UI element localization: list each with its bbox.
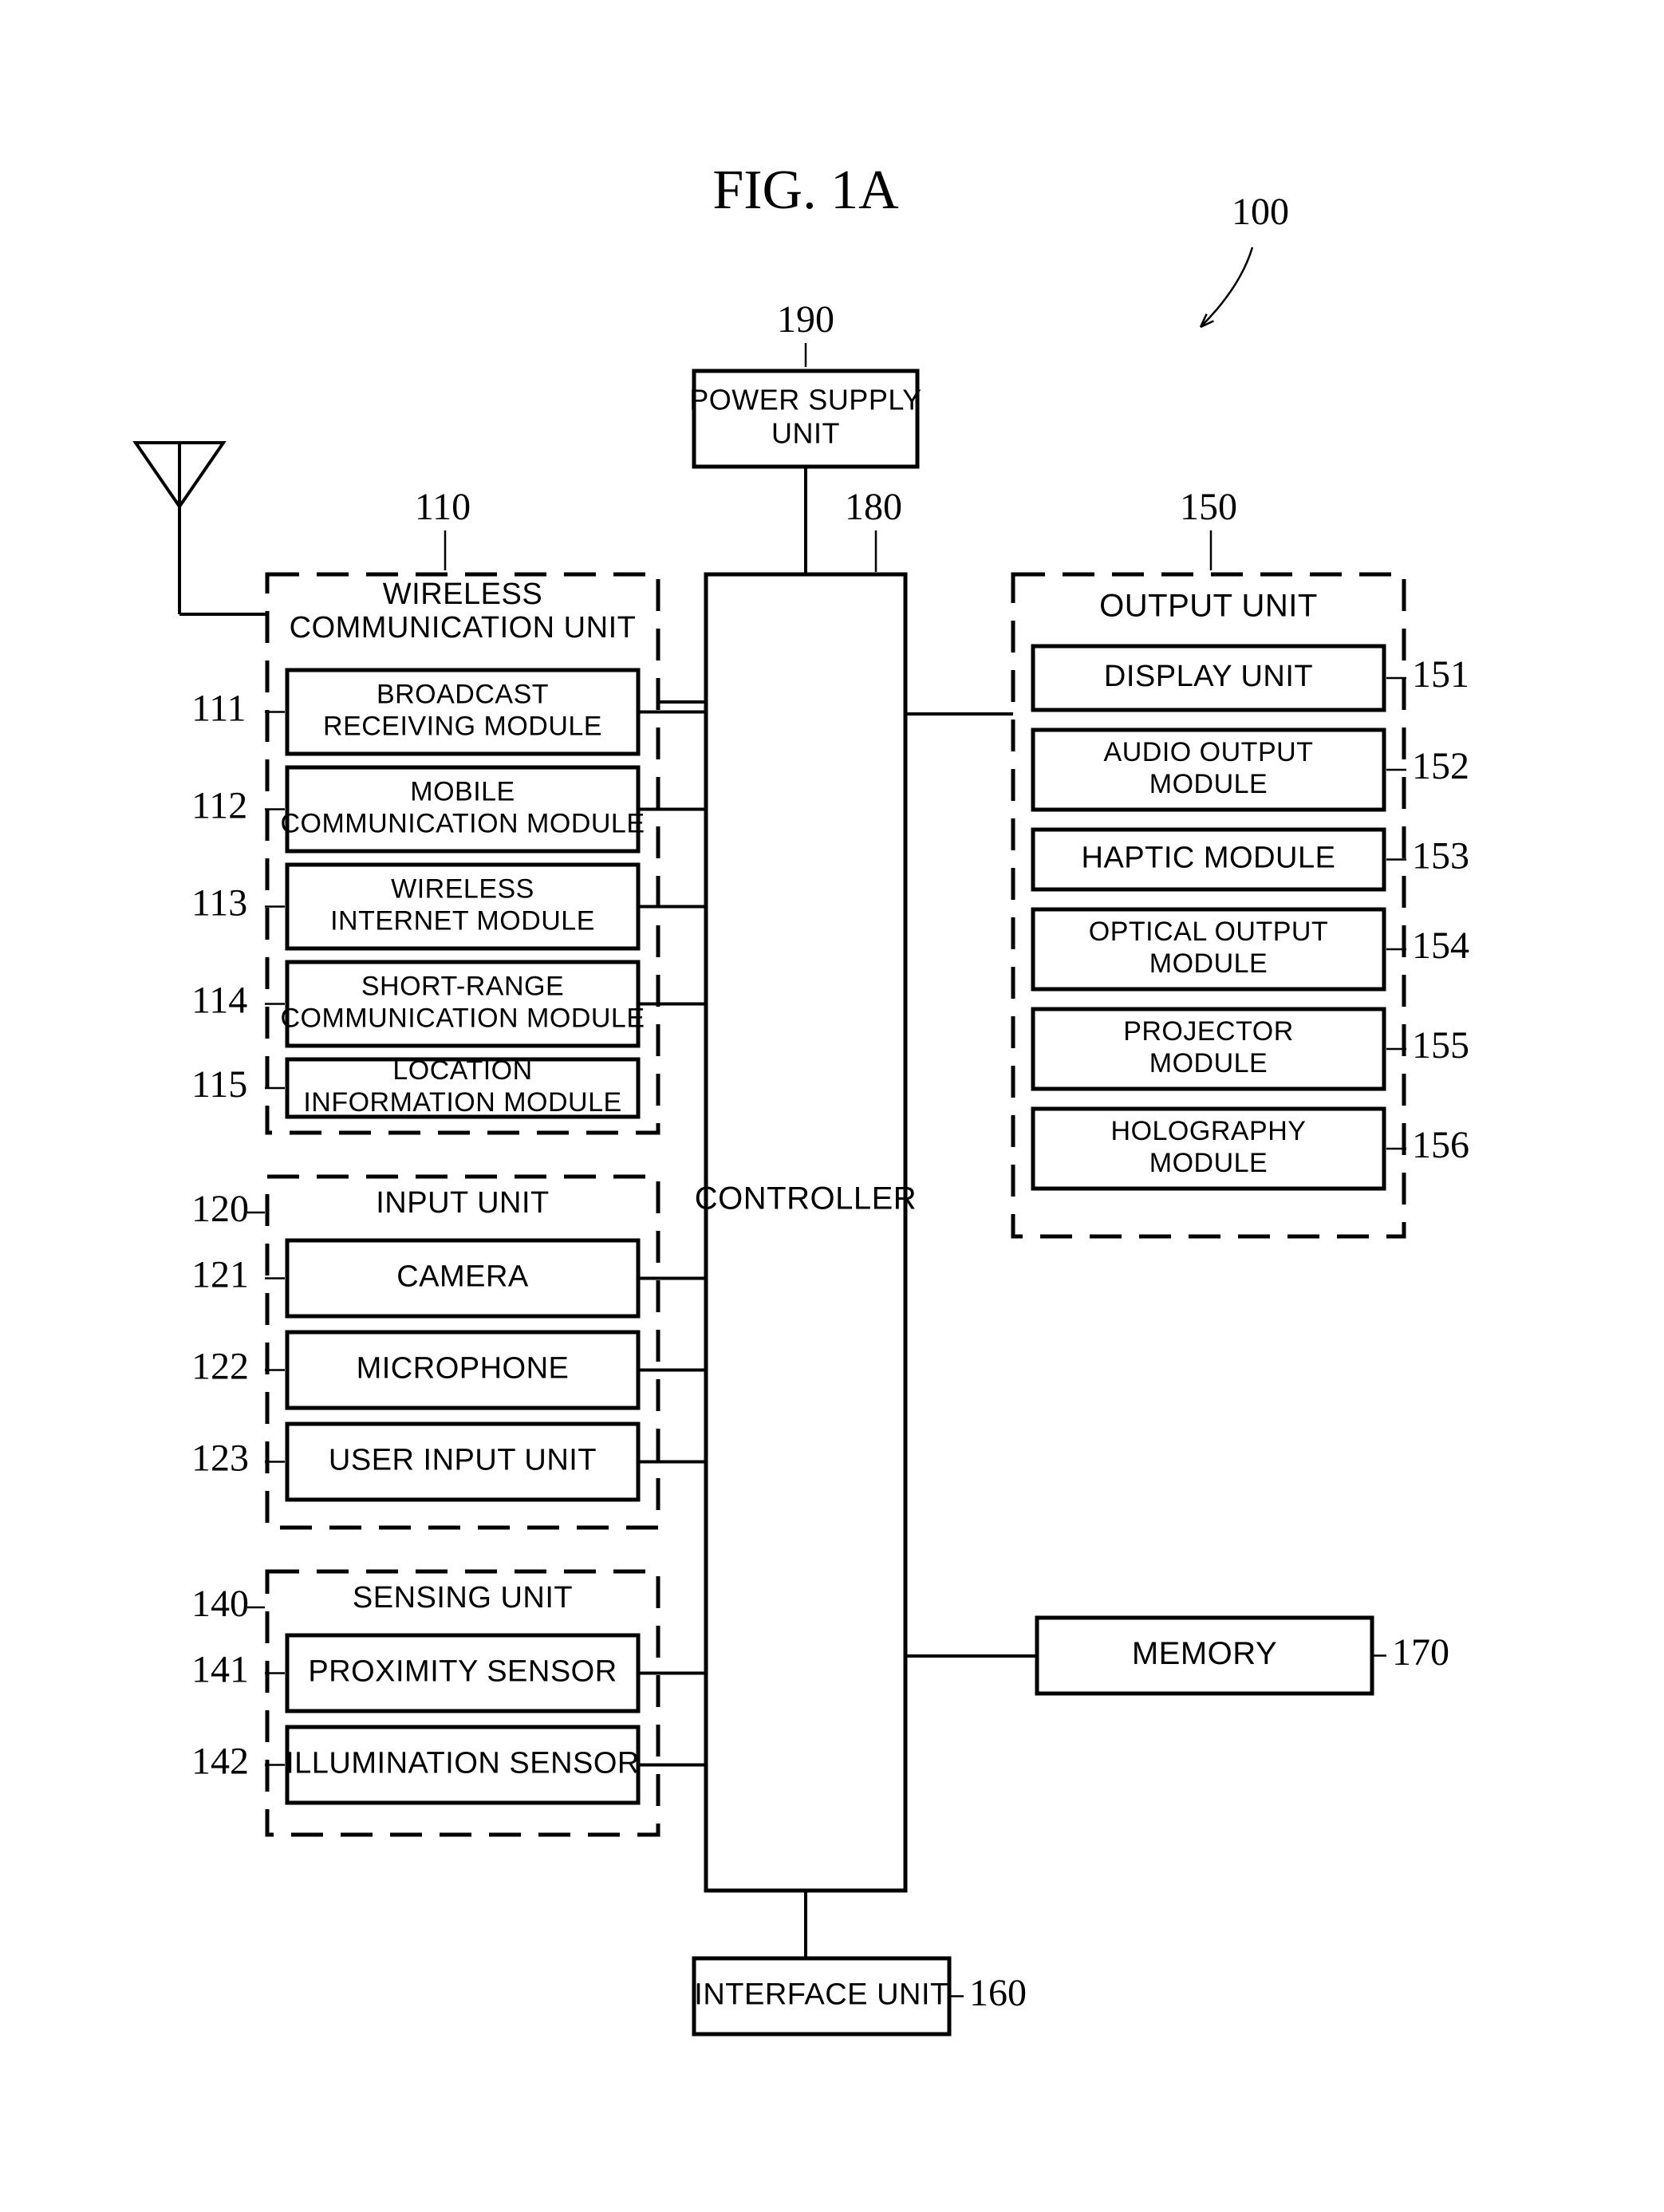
svg-text:COMMUNICATION MODULE: COMMUNICATION MODULE: [280, 808, 645, 838]
svg-text:LOCATION: LOCATION: [392, 1055, 532, 1086]
svg-text:122: 122: [191, 1346, 249, 1388]
svg-text:113: 113: [191, 882, 247, 925]
svg-text:123: 123: [191, 1437, 249, 1480]
svg-text:180: 180: [845, 486, 902, 528]
svg-text:MICROPHONE: MICROPHONE: [357, 1352, 570, 1386]
svg-text:BROADCAST: BROADCAST: [377, 679, 549, 709]
svg-text:121: 121: [191, 1254, 249, 1296]
svg-text:112: 112: [191, 785, 247, 827]
svg-text:100: 100: [1232, 191, 1289, 233]
svg-text:HOLOGRAPHY: HOLOGRAPHY: [1111, 1116, 1307, 1146]
svg-text:MODULE: MODULE: [1149, 769, 1268, 799]
svg-text:SENSING UNIT: SENSING UNIT: [353, 1581, 573, 1615]
svg-text:141: 141: [191, 1649, 249, 1691]
svg-text:142: 142: [191, 1741, 249, 1783]
svg-text:INTERFACE UNIT: INTERFACE UNIT: [694, 1978, 948, 2012]
svg-text:154: 154: [1412, 925, 1469, 967]
svg-text:INFORMATION MODULE: INFORMATION MODULE: [303, 1087, 621, 1118]
svg-text:COMMUNICATION MODULE: COMMUNICATION MODULE: [280, 1003, 645, 1033]
svg-text:ILLUMINATION SENSOR: ILLUMINATION SENSOR: [286, 1747, 640, 1780]
group-110: [267, 574, 658, 1133]
svg-text:INPUT UNIT: INPUT UNIT: [376, 1186, 550, 1220]
svg-text:POWER SUPPLY: POWER SUPPLY: [689, 384, 921, 416]
svg-text:OUTPUT UNIT: OUTPUT UNIT: [1099, 589, 1318, 624]
svg-text:110: 110: [415, 486, 471, 528]
svg-text:160: 160: [969, 1972, 1027, 2014]
svg-text:HAPTIC MODULE: HAPTIC MODULE: [1082, 842, 1336, 875]
controller-block: [706, 574, 905, 1891]
svg-text:153: 153: [1412, 835, 1469, 877]
svg-text:170: 170: [1392, 1631, 1449, 1674]
svg-text:CAMERA: CAMERA: [396, 1260, 529, 1294]
svg-text:PROXIMITY SENSOR: PROXIMITY SENSOR: [308, 1655, 617, 1689]
svg-text:156: 156: [1412, 1124, 1469, 1166]
svg-text:INTERNET MODULE: INTERNET MODULE: [330, 905, 595, 936]
svg-text:WIRELESS: WIRELESS: [391, 873, 534, 904]
svg-text:CONTROLLER: CONTROLLER: [695, 1181, 917, 1216]
svg-text:MODULE: MODULE: [1149, 948, 1268, 979]
svg-text:PROJECTOR: PROJECTOR: [1123, 1016, 1294, 1047]
svg-text:MEMORY: MEMORY: [1132, 1636, 1277, 1671]
svg-text:120: 120: [191, 1188, 249, 1230]
svg-text:111: 111: [191, 688, 246, 730]
svg-text:155: 155: [1412, 1024, 1469, 1067]
svg-text:115: 115: [191, 1063, 247, 1106]
svg-text:OPTICAL OUTPUT: OPTICAL OUTPUT: [1089, 917, 1328, 947]
svg-text:190: 190: [777, 298, 834, 341]
svg-text:114: 114: [191, 980, 247, 1022]
svg-text:WIRELESS: WIRELESS: [383, 578, 542, 611]
svg-text:150: 150: [1180, 486, 1237, 528]
svg-text:MOBILE: MOBILE: [410, 776, 515, 806]
svg-text:SHORT-RANGE: SHORT-RANGE: [361, 971, 564, 1001]
svg-text:USER INPUT UNIT: USER INPUT UNIT: [329, 1444, 597, 1477]
svg-text:FIG. 1A: FIG. 1A: [712, 160, 899, 221]
svg-text:140: 140: [191, 1583, 249, 1625]
svg-text:DISPLAY UNIT: DISPLAY UNIT: [1104, 660, 1313, 693]
svg-text:151: 151: [1412, 653, 1469, 696]
svg-text:RECEIVING MODULE: RECEIVING MODULE: [323, 711, 602, 741]
block-diagram: FIG. 1A 100 CONTROLLER 180 190 POWER SUPPLYUN…: [0, 0, 1664, 2212]
svg-text:152: 152: [1412, 745, 1469, 787]
svg-text:UNIT: UNIT: [771, 417, 840, 450]
svg-text:COMMUNICATION UNIT: COMMUNICATION UNIT: [290, 611, 637, 645]
svg-text:MODULE: MODULE: [1149, 1048, 1268, 1078]
svg-text:MODULE: MODULE: [1149, 1148, 1268, 1178]
antenna-icon: [136, 443, 223, 507]
svg-text:AUDIO OUTPUT: AUDIO OUTPUT: [1104, 737, 1314, 767]
